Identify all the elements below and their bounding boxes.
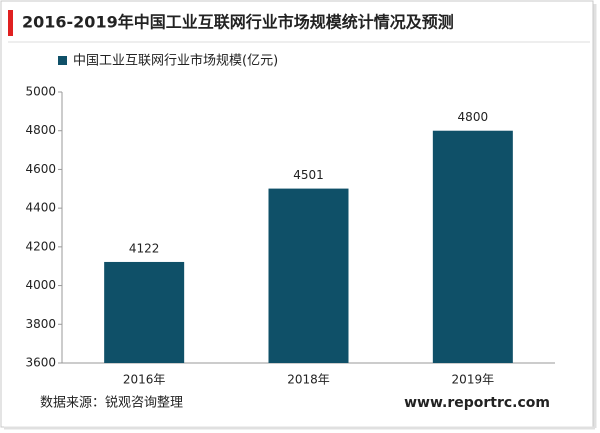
title-accent — [8, 10, 13, 36]
y-tick-label: 4800 — [25, 123, 56, 137]
x-tick-label: 2016年 — [123, 373, 166, 387]
x-tick-label: 2019年 — [452, 373, 495, 387]
website: www.reportrc.com — [404, 395, 550, 411]
chart-title: 2016-2019年中国工业互联网行业市场规模统计情况及预测 — [22, 13, 454, 32]
y-tick-label: 4200 — [25, 239, 56, 253]
y-tick-label: 3600 — [25, 356, 56, 370]
y-tick-label: 4400 — [25, 201, 56, 215]
value-label: 4122 — [129, 241, 160, 255]
legend-swatch — [58, 56, 67, 65]
x-tick-label: 2018年 — [287, 373, 330, 387]
bar — [268, 188, 349, 363]
value-label: 4501 — [293, 168, 324, 182]
bar — [432, 130, 513, 363]
source-note: 数据来源：锐观咨询整理 — [40, 396, 183, 411]
y-tick-label: 5000 — [25, 85, 56, 99]
y-tick-label: 4000 — [25, 278, 56, 292]
y-tick-label: 3800 — [25, 317, 56, 331]
value-label: 4800 — [458, 110, 489, 124]
legend-label: 中国工业互联网行业市场规模(亿元) — [73, 53, 278, 69]
bar — [104, 261, 185, 363]
y-tick-label: 4600 — [25, 162, 56, 176]
